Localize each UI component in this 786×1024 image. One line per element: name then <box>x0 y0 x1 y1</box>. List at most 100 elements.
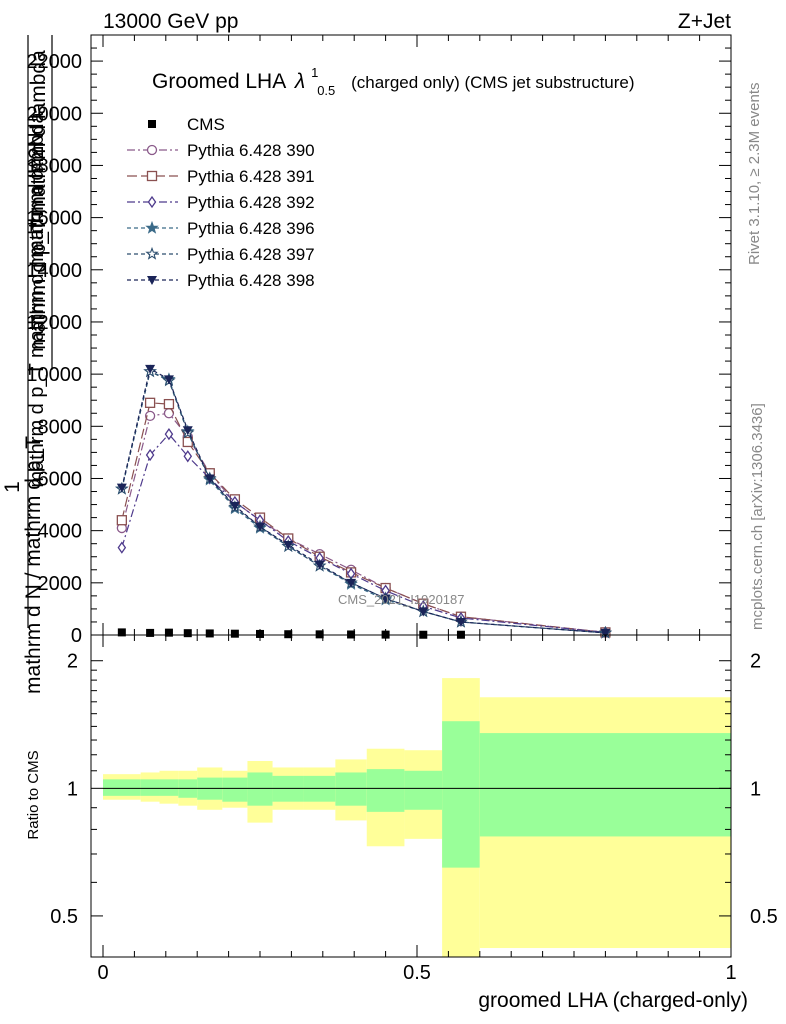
main-y-tick-label: 14000 <box>26 260 82 282</box>
data-point <box>418 607 429 617</box>
data-point <box>284 630 293 639</box>
main-y-tick-label: 0 <box>71 625 82 647</box>
data-point <box>347 630 356 639</box>
data-point <box>229 501 240 511</box>
data-point <box>380 594 391 604</box>
ratio-y-tick-label-right: 2 <box>750 651 761 673</box>
data-point <box>255 522 265 532</box>
data-point <box>182 436 193 448</box>
main-y-tick-label: 6000 <box>38 468 83 490</box>
data-point <box>145 364 156 374</box>
legend-entry: Pythia 6.428 397 <box>127 245 315 264</box>
ratio-y-tick-label-right: 1 <box>750 778 761 800</box>
data-point <box>164 427 174 441</box>
data-point <box>283 541 294 550</box>
legend-marker <box>146 170 158 182</box>
title-main: Groomed LHA <box>152 70 286 93</box>
mcplots-label: mcplots.cern.ch [arXiv:1306.3436] <box>749 403 766 630</box>
legend: CMS Pythia 6.428 390 Pythia 6.428 391 Pythi… <box>127 115 315 290</box>
series-line <box>121 433 606 633</box>
series-6 <box>116 364 611 638</box>
ylabel-bottom: mathrm d N / mathrm d p_T <box>22 436 45 694</box>
ratio-stat-band <box>159 779 179 796</box>
title-symbol: λ <box>294 70 305 93</box>
main-y-tick-label: 20000 <box>26 103 82 125</box>
main-x-ticks <box>102 35 732 635</box>
data-point <box>163 398 175 410</box>
ratio-y-tick-label: 0.5 <box>50 906 78 928</box>
main-y-tick-label: 4000 <box>38 521 83 543</box>
legend-entry: Pythia 6.428 396 <box>127 219 315 238</box>
main-y-tick-label: 18000 <box>26 155 82 177</box>
legend-label: Pythia 6.428 390 <box>187 141 315 160</box>
ratio-stat-band <box>404 770 443 810</box>
data-point <box>144 410 156 422</box>
ratio-stat-band <box>442 721 480 868</box>
series-line <box>121 367 606 634</box>
data-point <box>183 450 193 463</box>
title-sub: 0.5 <box>317 83 335 98</box>
data-point <box>183 629 192 638</box>
ratio-stat-band <box>103 779 141 796</box>
data-point <box>314 560 325 570</box>
data-point <box>600 628 611 638</box>
data-point <box>144 397 156 408</box>
data-point <box>116 483 127 493</box>
ratio-frame <box>90 634 732 958</box>
data-point <box>205 629 214 638</box>
ratio-x-ticks: 0 0.5 1 <box>97 635 737 984</box>
legend-entry: Pythia 6.428 390 <box>127 141 315 160</box>
header-right: Z+Jet <box>678 10 731 33</box>
x-axis-label: groomed LHA (charged-only) <box>478 989 748 1012</box>
main-y-tick-label: 22000 <box>26 51 82 73</box>
ratio-stat-band <box>140 779 160 796</box>
ratio-stat-band <box>247 772 273 806</box>
main-y-ticks: 0 2000 4000 6000 8000 10000 12000 14000 16000 180… <box>26 34 731 647</box>
ylabel-overlay: mathrm d p_T mathrm d mathrm d lambda <box>26 111 48 487</box>
legend-marker <box>146 144 158 156</box>
ratio-panel: 0.5 0.51 12 2 0 0.5 1 Ratio to CMS groomed LH… <box>25 634 778 1012</box>
rivet-label: Rivet 3.1.10, ≥ 2.3M events <box>746 83 763 266</box>
ratio-y-tick-label: 1 <box>67 778 78 800</box>
legend-entry: Pythia 6.428 391 <box>127 167 315 186</box>
legend-entry: CMS <box>148 115 225 134</box>
legend-marker <box>148 120 156 128</box>
data-point <box>117 541 127 554</box>
data-point <box>315 630 324 639</box>
title-rest: (charged only) (CMS jet substructure) <box>351 73 634 92</box>
ylabel-denominator: mathrm d p_T mathrm d lambda <box>27 50 50 350</box>
ratio-y-tick-label: 2 <box>67 651 78 673</box>
legend-label: Pythia 6.428 398 <box>187 271 315 290</box>
watermark: CMS_2021_I1920187 <box>338 592 465 607</box>
x-tick-label: 0.5 <box>403 962 431 984</box>
data-point <box>256 629 264 638</box>
ratio-y-tick-label-right: 0.5 <box>750 906 778 928</box>
x-tick-label: 1 <box>725 962 736 984</box>
data-point <box>146 628 155 637</box>
x-tick-label: 0 <box>97 962 108 984</box>
main-y-tick-label: 10000 <box>26 364 82 386</box>
data-point <box>163 375 174 385</box>
legend-marker <box>145 246 159 260</box>
main-y-tick-label: 16000 <box>26 208 82 230</box>
ratio-y-ticks: 0.5 0.5 1 1 2 2 <box>50 651 778 928</box>
data-point <box>117 628 126 637</box>
header-left: 13000 GeV pp <box>103 10 238 33</box>
ratio-bands <box>103 678 731 957</box>
legend-label: Pythia 6.428 396 <box>187 219 315 238</box>
main-y-tick-label: 8000 <box>38 416 83 438</box>
legend-entry: Pythia 6.428 392 <box>127 193 315 212</box>
data-point <box>116 515 127 526</box>
title-sup: 1 <box>311 65 318 80</box>
main-y-tick-label: 2000 <box>38 573 83 595</box>
main-y-label: 1 mathrm d^2N mathrm d p_T mathrm d lamb… <box>1 35 53 694</box>
main-panel: 0 2000 4000 6000 8000 10000 12000 14000 16000 180… <box>26 34 732 647</box>
ylabel-top: 1 <box>1 481 24 493</box>
legend-entry: Pythia 6.428 398 <box>127 271 315 290</box>
legend-label: Pythia 6.428 397 <box>187 245 315 264</box>
ratio-stat-band <box>335 772 367 806</box>
legend-label: Pythia 6.428 391 <box>187 167 315 186</box>
data-point <box>182 426 193 436</box>
ratio-y-label: Ratio to CMS <box>25 750 42 839</box>
data-point <box>230 629 239 638</box>
